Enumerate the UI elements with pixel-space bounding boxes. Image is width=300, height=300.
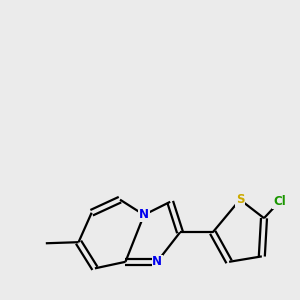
Text: Cl: Cl [273,195,286,208]
Text: N: N [152,255,162,268]
Text: S: S [236,193,244,206]
Text: N: N [139,208,149,221]
